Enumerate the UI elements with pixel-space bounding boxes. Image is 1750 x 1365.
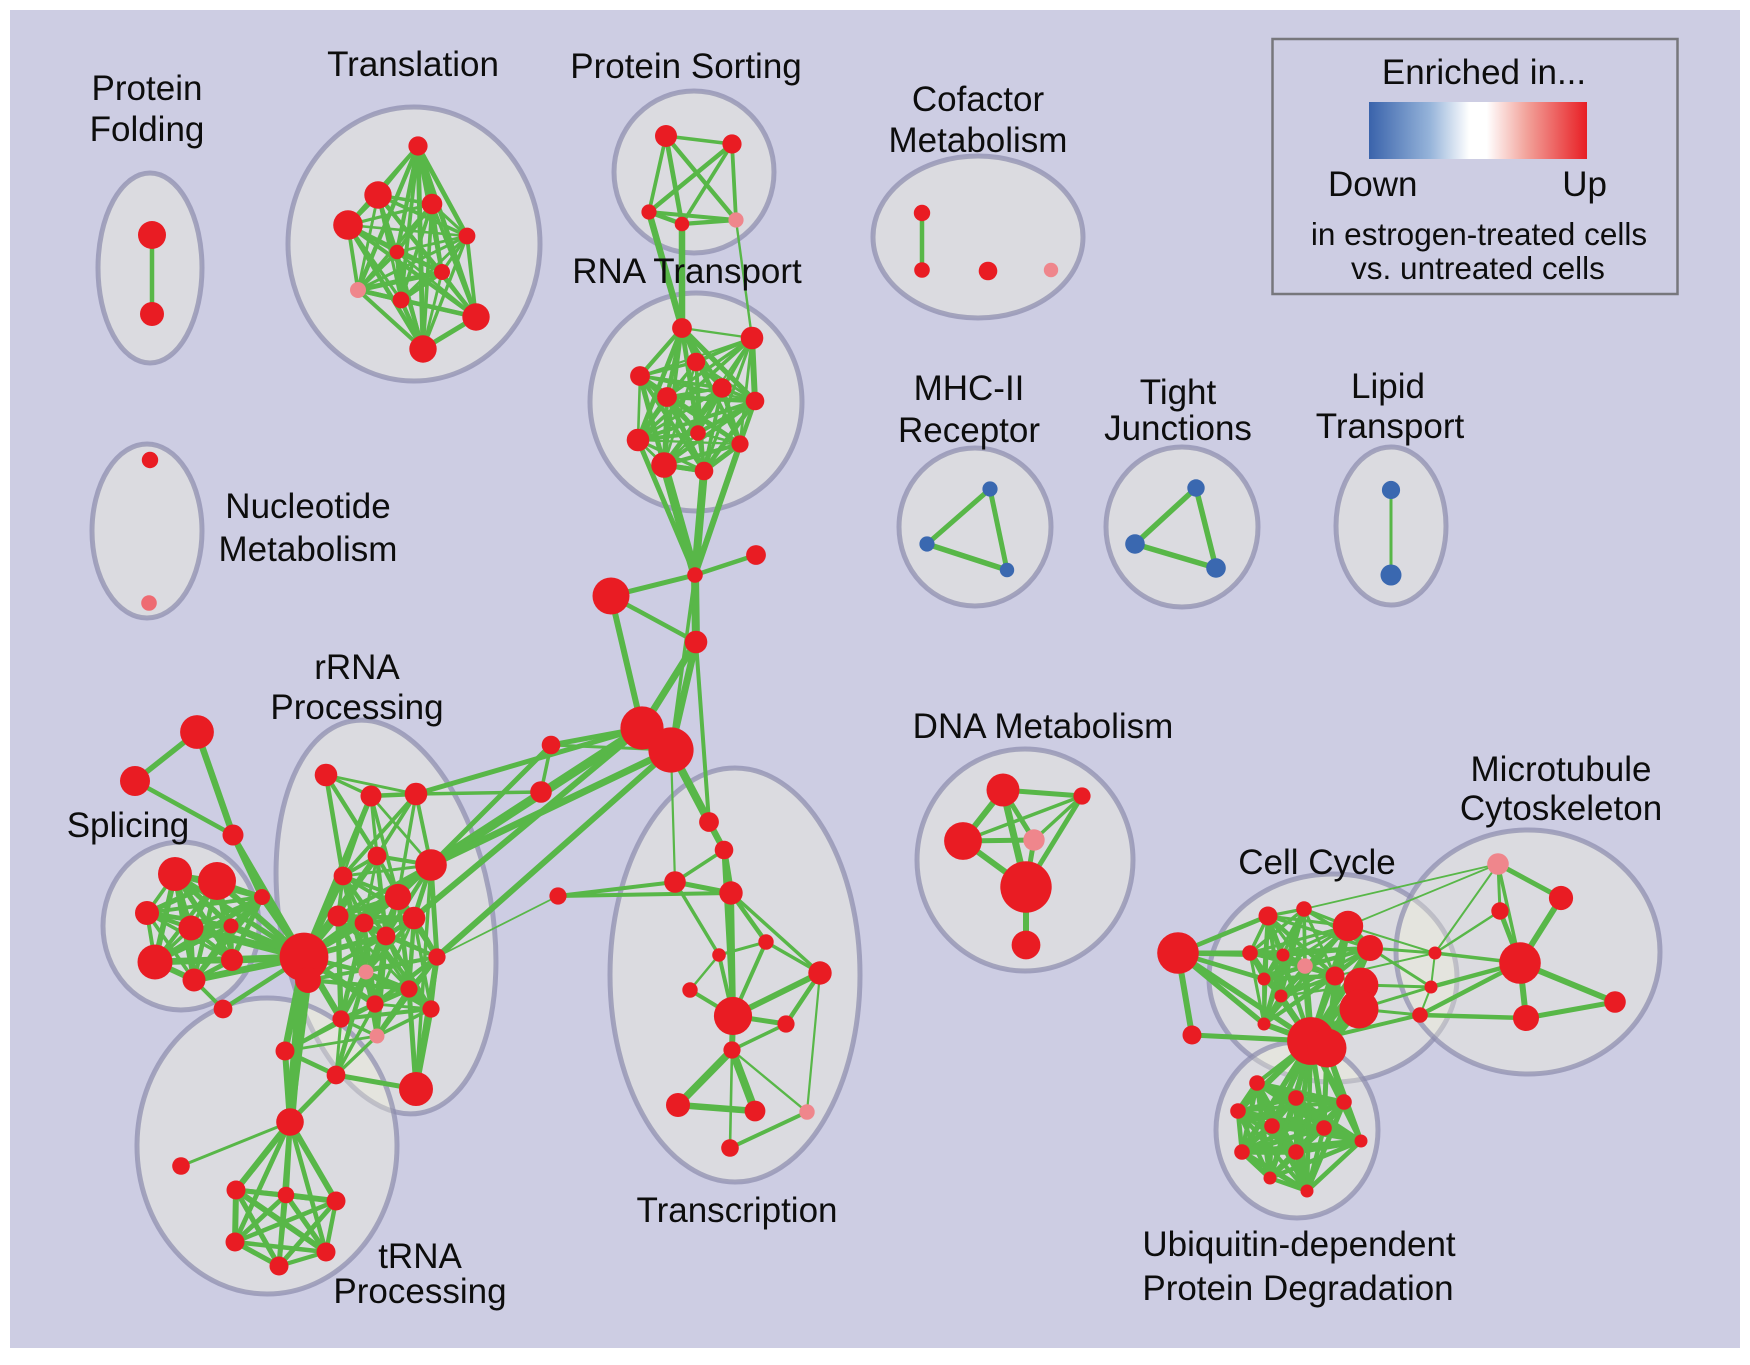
svg-text:rRNA: rRNA (314, 648, 400, 687)
svg-text:Protein: Protein (92, 69, 203, 108)
svg-text:vs. untreated cells: vs. untreated cells (1351, 250, 1605, 286)
svg-text:Junctions: Junctions (1104, 409, 1252, 448)
svg-text:Microtubule: Microtubule (1471, 750, 1652, 789)
svg-text:Transport: Transport (1316, 407, 1465, 446)
svg-text:Cofactor: Cofactor (912, 80, 1045, 119)
svg-text:Tight: Tight (1140, 373, 1217, 412)
svg-text:Up: Up (1562, 165, 1607, 204)
svg-text:Processing: Processing (333, 1272, 506, 1311)
svg-text:tRNA: tRNA (378, 1237, 462, 1276)
svg-text:in estrogen-treated cells: in estrogen-treated cells (1311, 216, 1647, 252)
svg-text:Receptor: Receptor (898, 411, 1040, 450)
svg-text:Translation: Translation (327, 45, 499, 84)
svg-text:Nucleotide: Nucleotide (225, 487, 390, 526)
svg-text:MHC-II: MHC-II (914, 369, 1025, 408)
svg-text:Protein Degradation: Protein Degradation (1142, 1269, 1453, 1308)
svg-text:Lipid: Lipid (1351, 367, 1425, 406)
svg-text:Cytoskeleton: Cytoskeleton (1460, 789, 1662, 828)
svg-text:Down: Down (1328, 165, 1417, 204)
svg-text:Metabolism: Metabolism (889, 121, 1068, 160)
svg-text:Processing: Processing (270, 688, 443, 727)
svg-text:Ubiquitin-dependent: Ubiquitin-dependent (1142, 1225, 1456, 1264)
svg-text:Cell Cycle: Cell Cycle (1238, 843, 1396, 882)
svg-text:Enriched in...: Enriched in... (1382, 53, 1586, 92)
svg-text:Protein Sorting: Protein Sorting (570, 47, 802, 86)
svg-text:DNA Metabolism: DNA Metabolism (913, 707, 1174, 746)
svg-text:Metabolism: Metabolism (219, 530, 398, 569)
svg-text:Splicing: Splicing (67, 806, 190, 845)
svg-text:Transcription: Transcription (637, 1191, 838, 1230)
svg-text:Folding: Folding (90, 110, 205, 149)
svg-text:RNA Transport: RNA Transport (572, 252, 802, 291)
